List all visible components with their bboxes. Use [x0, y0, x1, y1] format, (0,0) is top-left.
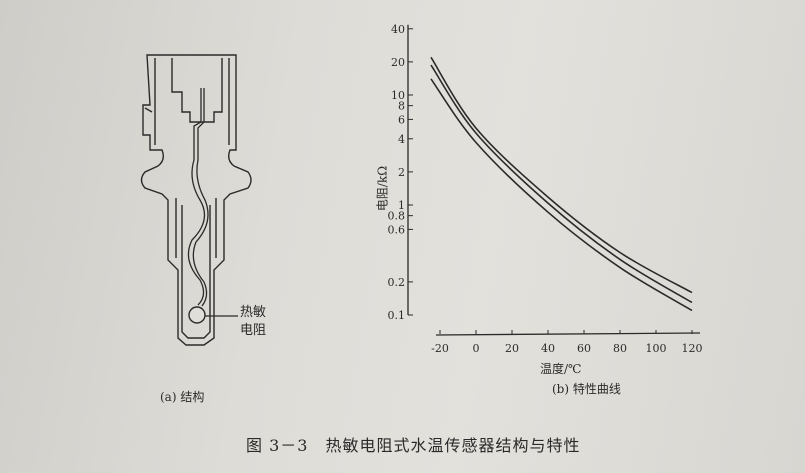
y-tick-label: 10 [391, 89, 405, 102]
y-tick-label: 40 [391, 23, 405, 36]
y-tick-label: 6 [398, 113, 405, 126]
y-tick-label: 0.6 [388, 223, 406, 236]
x-tick-label: 100 [646, 342, 667, 355]
figure-caption: 图 3－3 热敏电阻式水温传感器结构与特性 [246, 436, 581, 455]
sensor-body-outline [140, 54, 252, 346]
x-tick-label: 120 [682, 342, 703, 355]
chart-subcaption: (b) 特性曲线 [552, 382, 621, 396]
x-axis-label: 温度/℃ [540, 362, 582, 376]
y-tick-label: 4 [398, 133, 405, 146]
thermistor-label-line2: 电阻 [240, 323, 267, 338]
resistance-curve-1 [430, 56, 693, 294]
lead-wire [187, 88, 209, 307]
structure-subcaption: (a) 结构 [160, 390, 205, 404]
y-tick-label: 8 [398, 100, 405, 113]
y-tick-label: 0.1 [388, 309, 406, 322]
x-tick-label: 40 [541, 342, 555, 355]
x-tick-label: 80 [613, 342, 627, 355]
thermistor-label-line1: 热敏 [240, 305, 267, 320]
resistance-curve-3 [430, 78, 693, 312]
thermistor-element [188, 306, 206, 324]
y-tick-label: 0.2 [388, 276, 406, 289]
x-tick-label: 60 [577, 342, 591, 355]
y-tick-label: 20 [391, 56, 405, 69]
y-axis-label: 电阻/kΩ [375, 165, 390, 212]
y-tick-label: 1 [398, 199, 405, 212]
x-tick-label: -20 [431, 342, 449, 355]
x-tick-label: 20 [505, 342, 519, 355]
y-tick-label: 0.8 [388, 210, 406, 223]
x-tick-label: 0 [473, 342, 480, 355]
resistance-curve-2 [430, 64, 693, 304]
y-tick-label: 2 [398, 166, 405, 179]
